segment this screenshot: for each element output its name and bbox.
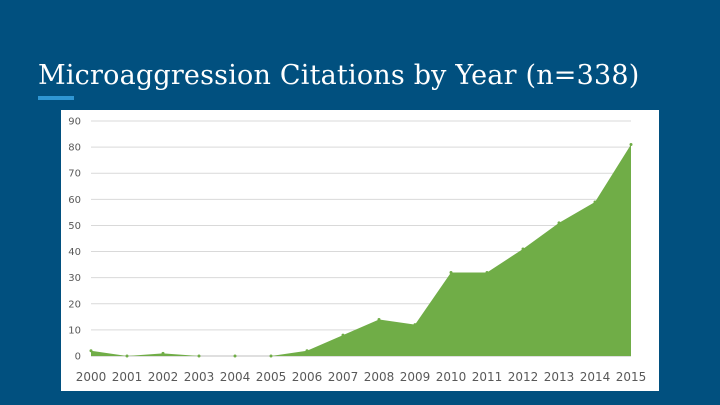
x-tick-label: 2000	[76, 370, 107, 384]
slide-title: Microaggression Citations by Year (n=338…	[38, 60, 640, 92]
chart-panel: 0 10 20 30 40 50 60 70 80 90 2000 2001 2002 2003 2004…	[61, 110, 659, 391]
data-point	[269, 354, 273, 358]
title-accent-bar	[38, 96, 74, 100]
y-tick-label: 20	[68, 299, 81, 310]
series-area	[91, 144, 631, 356]
area-chart: 0 10 20 30 40 50 60 70 80 90 2000 2001 2002 2003 2004…	[68, 117, 647, 385]
data-point	[125, 354, 129, 358]
data-point	[341, 333, 345, 337]
data-point	[485, 270, 489, 274]
x-tick-label: 2009	[400, 370, 431, 384]
data-point	[413, 323, 417, 327]
x-axis-ticks: 2000 2001 2002 2003 2004 2005 2006 2007 2008 2009…	[76, 370, 647, 384]
data-point	[197, 354, 201, 358]
data-point	[449, 270, 453, 274]
y-tick-label: 50	[68, 221, 81, 232]
x-tick-label: 2005	[256, 370, 287, 384]
data-point	[521, 247, 525, 251]
series-area-layer	[89, 143, 633, 358]
x-tick-label: 2015	[616, 370, 647, 384]
y-axis-ticks: 0 10 20 30 40 50 60 70 80 90	[68, 117, 81, 363]
data-point	[305, 349, 309, 353]
x-tick-label: 2002	[148, 370, 179, 384]
data-point	[89, 349, 93, 353]
y-tick-label: 90	[68, 117, 81, 128]
data-point	[377, 317, 381, 321]
y-tick-label: 30	[68, 273, 81, 284]
x-tick-label: 2013	[544, 370, 575, 384]
x-tick-label: 2003	[184, 370, 215, 384]
x-tick-label: 2008	[364, 370, 395, 384]
y-tick-label: 0	[75, 352, 81, 363]
x-tick-label: 2004	[220, 370, 251, 384]
data-point	[593, 200, 597, 204]
x-tick-label: 2007	[328, 370, 359, 384]
y-tick-label: 10	[68, 325, 81, 336]
x-tick-label: 2010	[436, 370, 467, 384]
x-tick-label: 2011	[472, 370, 503, 384]
data-point	[557, 221, 561, 225]
gridlines	[91, 120, 631, 357]
y-tick-label: 40	[68, 247, 81, 258]
x-tick-label: 2014	[580, 370, 611, 384]
y-tick-label: 80	[68, 143, 81, 154]
y-tick-label: 60	[68, 195, 81, 206]
data-point	[629, 143, 633, 146]
data-point	[233, 354, 237, 358]
x-tick-label: 2012	[508, 370, 539, 384]
x-tick-label: 2006	[292, 370, 323, 384]
x-tick-label: 2001	[112, 370, 143, 384]
y-tick-label: 70	[68, 169, 81, 180]
data-point	[161, 351, 165, 355]
